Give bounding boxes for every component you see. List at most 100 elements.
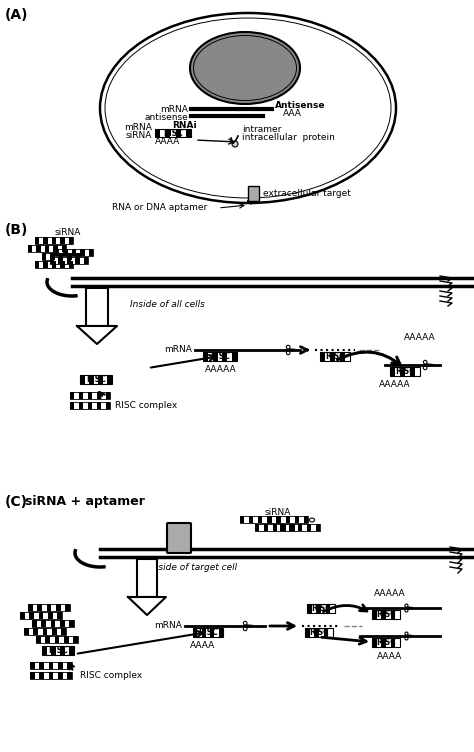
Bar bbox=[84, 257, 88, 264]
Text: RISC: RISC bbox=[376, 610, 396, 619]
Bar bbox=[282, 524, 286, 531]
Text: AAAA: AAAA bbox=[190, 641, 215, 650]
Text: RISC: RISC bbox=[395, 367, 415, 376]
Bar bbox=[57, 612, 62, 619]
Bar bbox=[330, 352, 335, 361]
Bar bbox=[50, 257, 88, 264]
Bar bbox=[50, 257, 54, 264]
Bar bbox=[305, 628, 333, 637]
Bar bbox=[55, 636, 59, 643]
Bar bbox=[60, 646, 65, 655]
Bar bbox=[42, 646, 46, 655]
Bar bbox=[305, 628, 310, 637]
Bar bbox=[314, 628, 319, 637]
Bar bbox=[33, 628, 38, 635]
Bar bbox=[137, 559, 157, 597]
Text: RNA or DNA aptamer: RNA or DNA aptamer bbox=[112, 204, 207, 213]
Bar bbox=[280, 524, 284, 531]
Text: Antisense: Antisense bbox=[275, 102, 326, 111]
Text: extracellular target: extracellular target bbox=[263, 189, 351, 198]
Bar bbox=[70, 392, 74, 399]
Bar bbox=[193, 628, 223, 637]
Text: siRNA: siRNA bbox=[55, 228, 81, 237]
Bar bbox=[20, 612, 62, 619]
Bar bbox=[49, 662, 54, 669]
Bar bbox=[36, 245, 41, 252]
Bar bbox=[79, 392, 83, 399]
Bar bbox=[59, 253, 63, 260]
Ellipse shape bbox=[100, 13, 396, 203]
Bar bbox=[255, 524, 295, 531]
Bar bbox=[219, 628, 223, 637]
Bar bbox=[76, 253, 80, 260]
Bar bbox=[203, 352, 208, 361]
Bar bbox=[60, 237, 64, 244]
Bar bbox=[320, 352, 325, 361]
Bar bbox=[69, 646, 74, 655]
Bar bbox=[372, 610, 400, 619]
Bar bbox=[400, 367, 405, 376]
Bar bbox=[255, 524, 259, 531]
Bar bbox=[307, 524, 311, 531]
Text: (A): (A) bbox=[5, 8, 28, 22]
Bar bbox=[72, 249, 76, 256]
Bar bbox=[324, 628, 328, 637]
Text: Inside of all cells: Inside of all cells bbox=[130, 300, 205, 309]
Text: mRNA: mRNA bbox=[124, 123, 152, 132]
Bar bbox=[86, 288, 108, 326]
Text: mRNA: mRNA bbox=[154, 620, 182, 629]
Bar bbox=[280, 524, 320, 531]
Bar bbox=[69, 620, 74, 627]
Text: mRNA: mRNA bbox=[164, 344, 192, 353]
Bar bbox=[70, 402, 110, 409]
Bar bbox=[273, 524, 277, 531]
Bar bbox=[24, 628, 66, 635]
Text: AAA: AAA bbox=[283, 108, 302, 117]
Bar bbox=[20, 612, 25, 619]
Bar bbox=[42, 253, 46, 260]
Bar bbox=[67, 662, 72, 669]
Bar bbox=[69, 261, 73, 268]
Bar bbox=[210, 628, 214, 637]
Bar bbox=[28, 604, 33, 611]
Bar bbox=[410, 367, 415, 376]
Bar bbox=[203, 352, 237, 361]
Circle shape bbox=[232, 141, 238, 147]
Bar bbox=[79, 402, 83, 409]
Bar bbox=[49, 672, 54, 679]
Bar bbox=[30, 672, 35, 679]
Bar bbox=[391, 638, 395, 647]
Polygon shape bbox=[128, 597, 166, 615]
Bar bbox=[73, 636, 78, 643]
Bar bbox=[30, 662, 72, 669]
Bar bbox=[46, 604, 51, 611]
Text: siRNA: siRNA bbox=[265, 508, 291, 517]
Text: AAAAA: AAAAA bbox=[379, 380, 411, 389]
Bar bbox=[30, 662, 35, 669]
Bar bbox=[175, 129, 181, 137]
Text: RISC: RISC bbox=[309, 628, 329, 637]
Bar bbox=[60, 261, 64, 268]
Text: RNAi: RNAi bbox=[172, 122, 197, 131]
Text: RISC: RISC bbox=[311, 604, 331, 613]
Bar bbox=[58, 662, 63, 669]
Bar bbox=[32, 620, 74, 627]
Bar bbox=[240, 516, 245, 523]
Bar bbox=[165, 129, 171, 137]
Text: antisense: antisense bbox=[144, 114, 188, 123]
Bar bbox=[28, 245, 66, 252]
Bar bbox=[54, 245, 57, 252]
Bar bbox=[382, 610, 386, 619]
Bar bbox=[155, 129, 160, 137]
Bar bbox=[39, 662, 44, 669]
Bar bbox=[58, 672, 63, 679]
Ellipse shape bbox=[190, 32, 300, 104]
Bar bbox=[89, 249, 93, 256]
Bar bbox=[44, 261, 48, 268]
Bar bbox=[390, 367, 395, 376]
Text: RISC: RISC bbox=[376, 638, 396, 647]
Text: RISC: RISC bbox=[163, 129, 183, 138]
Bar bbox=[240, 516, 280, 523]
Bar bbox=[42, 253, 80, 260]
Bar bbox=[286, 516, 290, 523]
